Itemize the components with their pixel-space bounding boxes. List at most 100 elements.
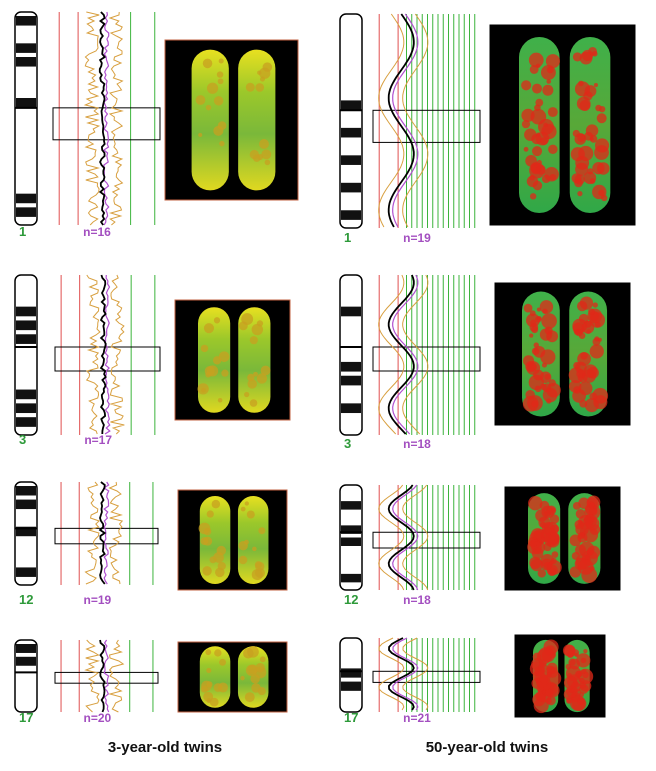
signal-spot [577, 532, 585, 540]
signal-spot [538, 659, 547, 668]
image-background [177, 489, 288, 591]
image-background [164, 39, 299, 201]
image-background [494, 282, 631, 426]
signal-spot [521, 80, 532, 91]
signal-spot [547, 107, 558, 118]
ideogram-band [16, 57, 36, 67]
profile-line [83, 11, 101, 226]
profile-line [98, 11, 107, 226]
ideogram-band [16, 417, 36, 427]
ideogram-band [16, 193, 36, 204]
signal-spot [521, 120, 531, 129]
signal-spot [522, 395, 539, 412]
signal-spot [259, 656, 266, 663]
region-box [372, 109, 481, 143]
signal-spot [257, 687, 266, 696]
signal-spot [577, 190, 583, 197]
region-box [54, 671, 159, 684]
signal-spot [253, 154, 261, 162]
profile-line [402, 274, 429, 435]
signal-spot [593, 83, 598, 88]
signal-spot [249, 336, 258, 345]
signal-spot [530, 539, 541, 550]
signal-spot [546, 662, 558, 674]
n-label: n=18 [403, 593, 431, 607]
signal-spot [252, 546, 257, 552]
n-label: n=19 [84, 593, 112, 607]
signal-spot [588, 308, 595, 315]
ideogram-band [16, 320, 36, 331]
profile-line [378, 13, 405, 228]
ideogram-band [16, 403, 36, 414]
profile-line [85, 274, 101, 435]
signal-spot [574, 81, 591, 97]
ideogram-band [16, 98, 36, 108]
profile-line [108, 639, 125, 713]
chromosome-number: 1 [344, 230, 351, 245]
profile-line [402, 637, 429, 711]
signal-spot [247, 373, 255, 382]
ideogram-band [341, 403, 361, 414]
chromosome-number: 1 [19, 224, 26, 239]
ideogram-band [341, 537, 361, 546]
signal-spot [579, 682, 587, 689]
signal-spot [256, 373, 268, 384]
signal-spot [214, 649, 222, 657]
profile-line [103, 639, 110, 713]
signal-spot [529, 556, 542, 569]
n-label: n=19 [403, 231, 431, 245]
signal-spot [542, 84, 554, 96]
signal-spot [562, 644, 576, 657]
ideogram-band [16, 389, 36, 400]
signal-spot [596, 113, 607, 124]
ideogram-band [341, 306, 361, 317]
signal-spot [569, 695, 586, 711]
signal-spot [578, 145, 594, 161]
signal-spot [238, 555, 248, 565]
signal-spot [546, 383, 561, 398]
profile-line [387, 274, 415, 435]
signal-spot [598, 105, 606, 113]
ideogram-band [16, 334, 36, 344]
n-label: n=18 [403, 437, 431, 451]
signal-spot [589, 344, 604, 359]
profile-line [99, 639, 106, 713]
profile-line [402, 484, 429, 591]
signal-spot [597, 162, 610, 175]
signal-spot [219, 658, 227, 666]
signal-spot [249, 399, 258, 407]
signal-spot [572, 129, 580, 138]
signal-spot [198, 522, 211, 535]
signal-spot [577, 300, 588, 312]
signal-spot [549, 514, 560, 524]
ideogram-band [16, 499, 36, 510]
profile-line [108, 481, 124, 585]
profile-line [109, 274, 125, 435]
signal-spot [264, 159, 271, 166]
profile-line [402, 13, 429, 228]
ideogram-band [341, 375, 361, 386]
signal-spot [205, 104, 212, 111]
ideogram-band [16, 306, 36, 317]
ideogram-band [341, 501, 361, 510]
signal-spot [540, 527, 557, 543]
ideogram-band [341, 100, 361, 111]
signal-spot [528, 52, 544, 68]
signal-spot [218, 351, 230, 362]
signal-spot [530, 319, 537, 327]
signal-spot [523, 303, 533, 313]
signal-spot [545, 697, 552, 705]
signal-spot [533, 369, 544, 381]
signal-spot [217, 561, 226, 571]
signal-spot [532, 693, 546, 707]
signal-spot [594, 138, 610, 153]
signal-spot [251, 323, 264, 336]
signal-spot [539, 328, 553, 341]
signal-spot [532, 83, 542, 94]
signal-spot [540, 65, 556, 80]
ideogram-band [341, 525, 361, 534]
profile-line [387, 484, 415, 591]
signal-spot [592, 302, 598, 308]
ideogram-band [341, 573, 361, 583]
